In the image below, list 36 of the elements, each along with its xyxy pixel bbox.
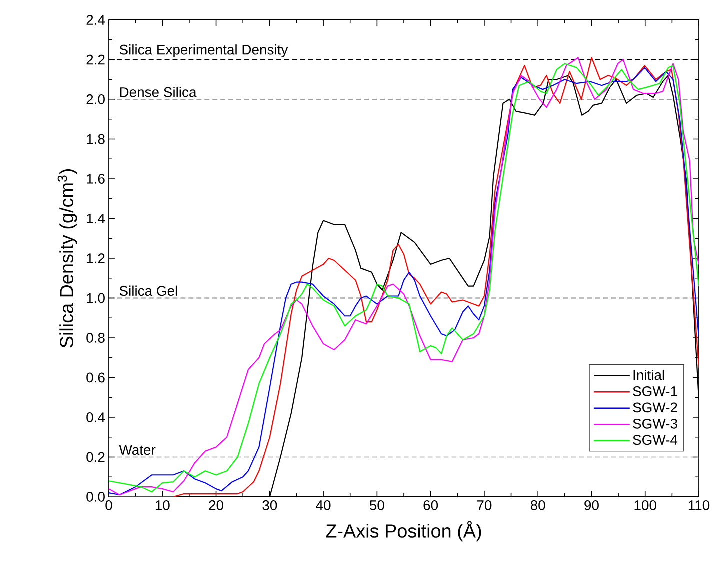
y-tick-label: 0.6 xyxy=(86,372,105,383)
legend-label: SGW-4 xyxy=(633,435,678,446)
y-axis-title: Silica Density (g/cm$^{3}$) xyxy=(58,169,78,348)
x-tick-label: 10 xyxy=(156,500,170,510)
x-tick-label: 60 xyxy=(424,500,438,510)
x-tick-label: 30 xyxy=(262,500,278,510)
x-tick-label: 0 xyxy=(106,500,112,510)
legend-label: SGW-3 xyxy=(633,418,678,429)
ref-line-label: Silica Experimental Density xyxy=(120,44,288,58)
y-tick-label: 2.4 xyxy=(86,15,106,25)
y-tick-label: 2.0 xyxy=(86,94,105,104)
y-tick-label: 2.2 xyxy=(86,54,105,65)
x-tick-label: 20 xyxy=(209,500,224,510)
y-tick-label: 1.8 xyxy=(87,134,105,144)
y-tick-label: 1.2 xyxy=(87,254,105,264)
y-tick-label: 0.0 xyxy=(86,492,105,502)
y-tick-label: 1.6 xyxy=(87,174,105,184)
y-tick-label: 1.0 xyxy=(87,293,105,304)
x-tick-label: 100 xyxy=(634,500,656,510)
x-tick-label: 40 xyxy=(316,500,331,510)
legend-label: SGW-2 xyxy=(633,402,678,413)
y-tick-label: 1.4 xyxy=(87,214,106,224)
legend-label: SGW-1 xyxy=(633,386,678,396)
x-tick-label: 80 xyxy=(530,500,546,510)
ref-line-label: Silica Gel xyxy=(120,286,178,296)
y-tick-label: 0.8 xyxy=(86,333,105,343)
x-axis-title: Z-Axis Position (Å) xyxy=(326,521,482,542)
x-tick-label: 70 xyxy=(477,500,492,510)
x-tick-label: 110 xyxy=(688,500,710,510)
ref-line-label: Water xyxy=(119,445,156,456)
legend-label: Initial xyxy=(634,370,664,380)
x-tick-label: 90 xyxy=(584,500,599,510)
x-tick-label: 50 xyxy=(370,500,384,510)
y-tick-label: 0.4 xyxy=(86,412,106,422)
ref-line-label: Dense Silica xyxy=(120,87,197,98)
y-tick-label: 0.2 xyxy=(86,452,105,462)
